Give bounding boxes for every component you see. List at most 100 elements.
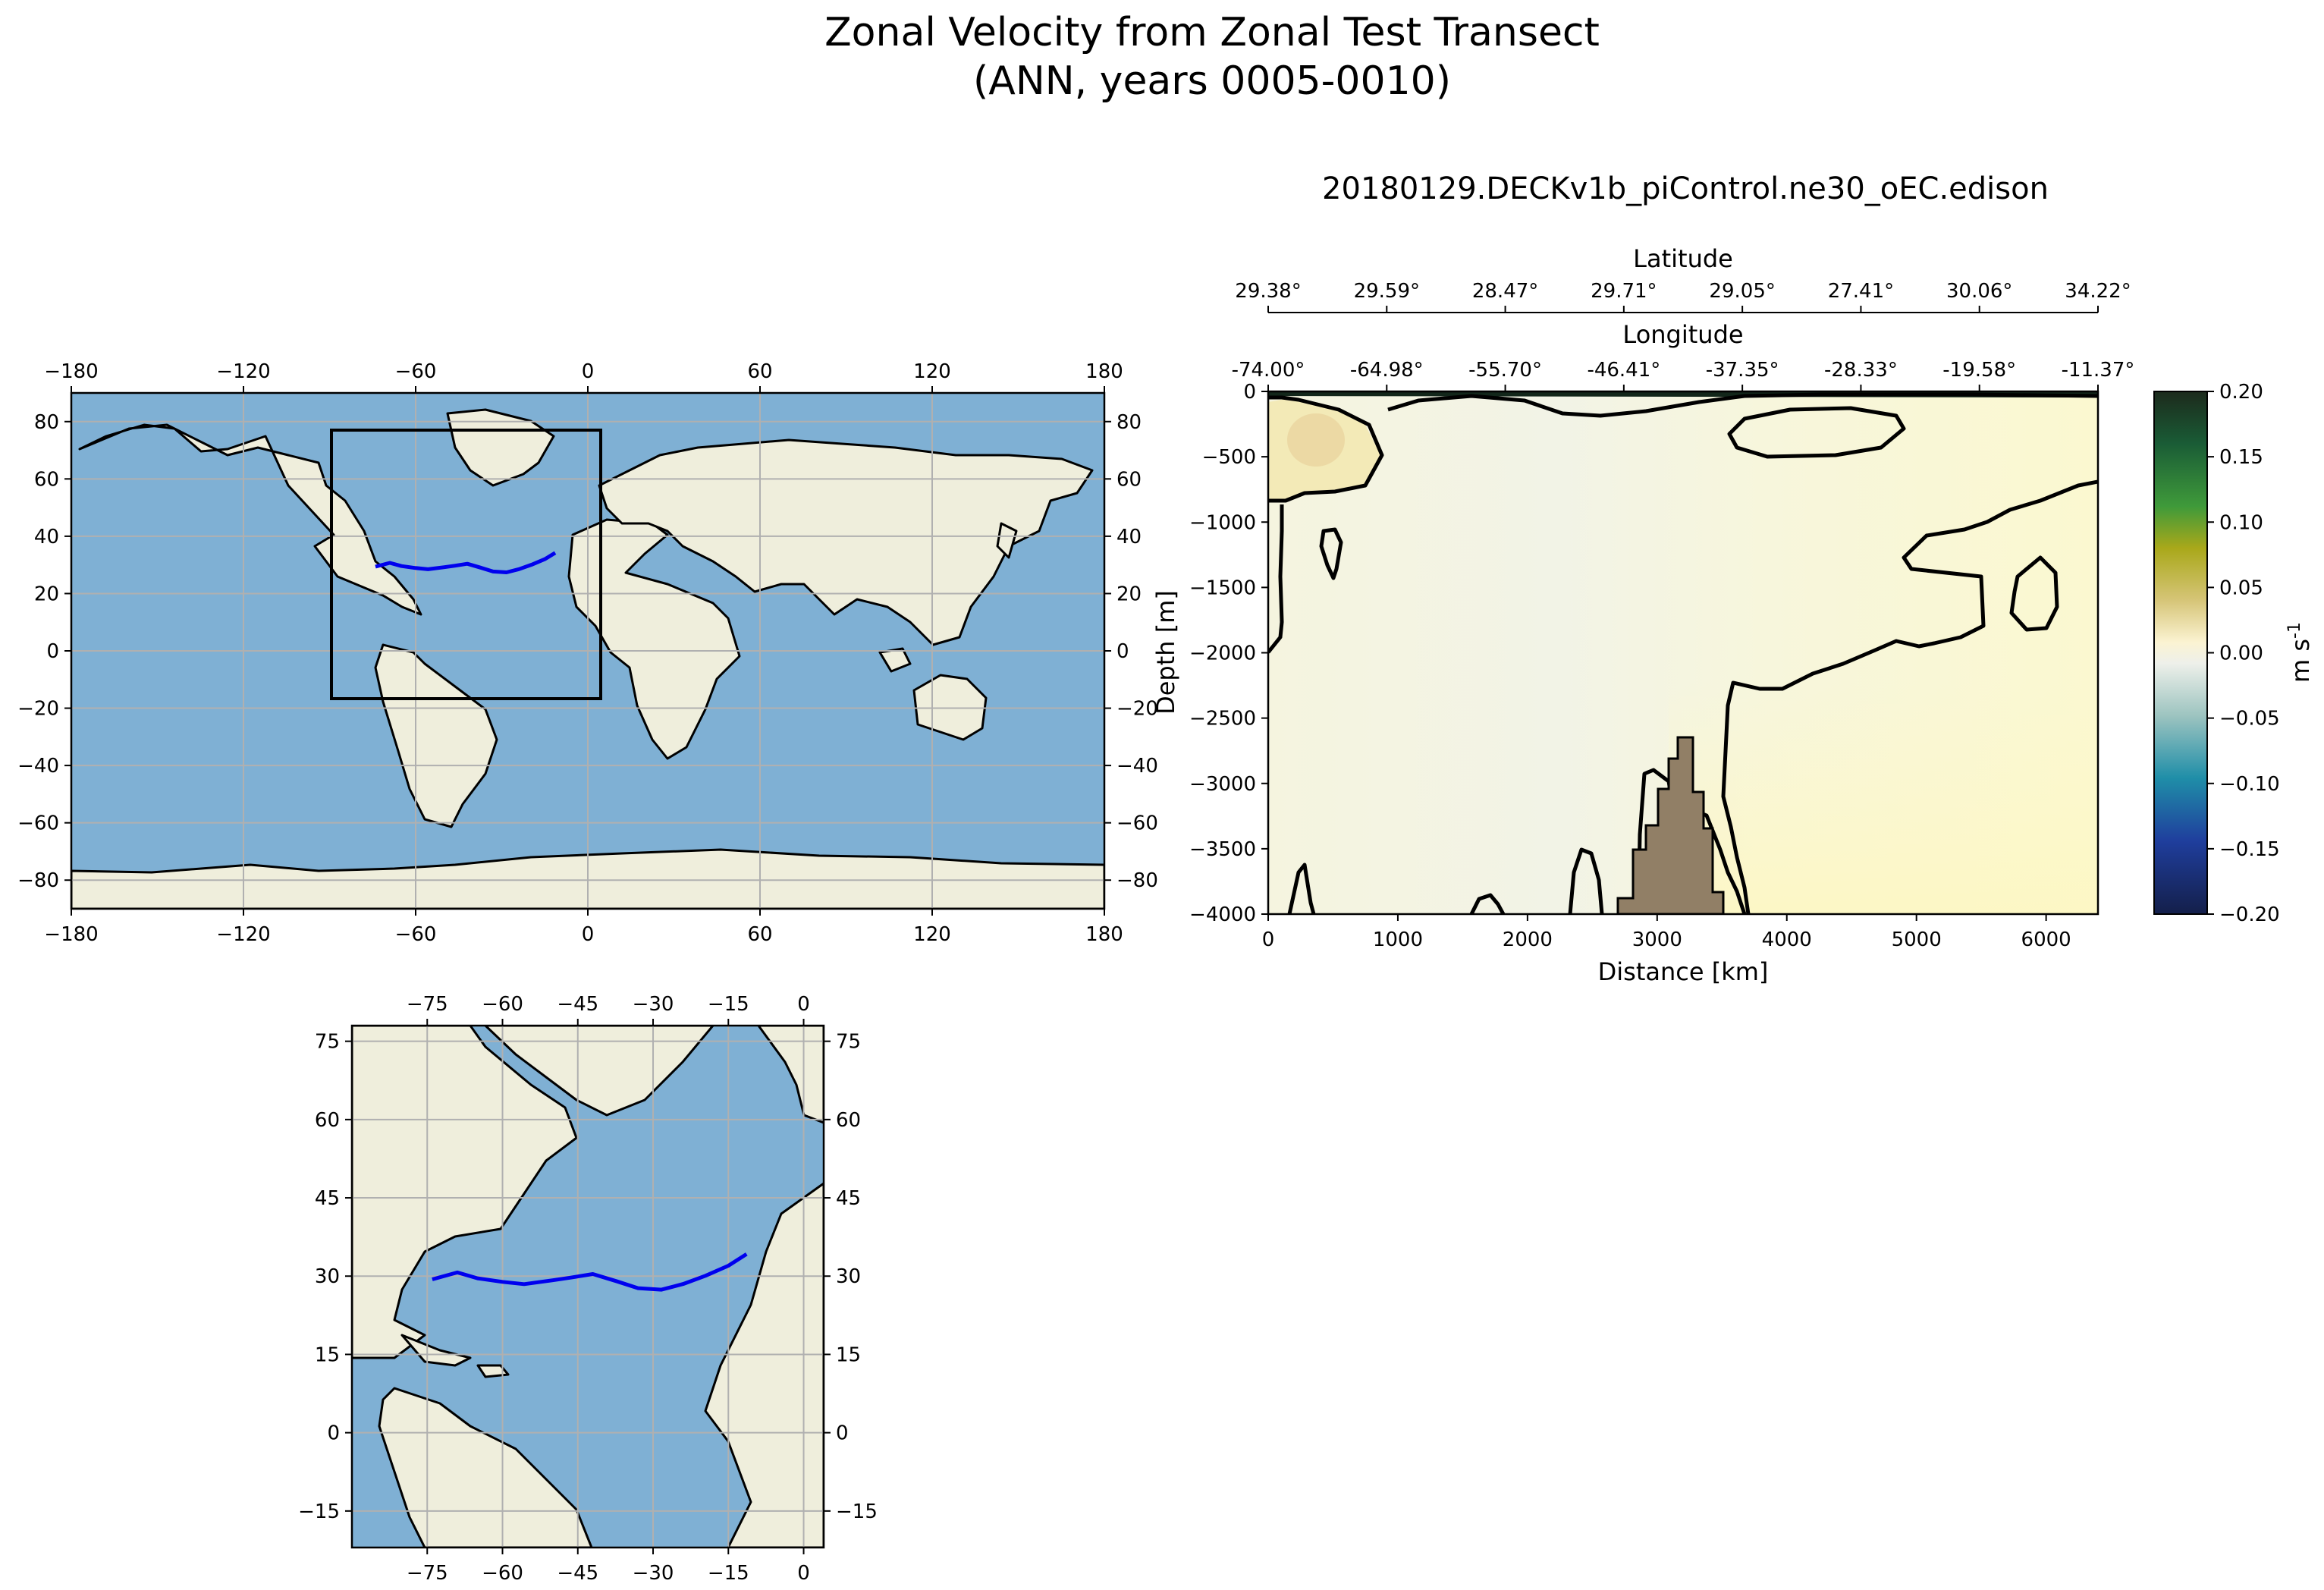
regional-map-xtick-label-top: −45 bbox=[557, 993, 598, 1016]
global-map-ytick-label-left: −40 bbox=[17, 755, 59, 778]
colorbar-gradient bbox=[2153, 391, 2208, 915]
global-map-ytick-label-right: 60 bbox=[1116, 468, 1142, 491]
section-xtick-label: 2000 bbox=[1503, 929, 1553, 951]
regional-map-ytick-label-left: 0 bbox=[327, 1422, 340, 1445]
colorbar-tick-label: −0.20 bbox=[2219, 903, 2280, 926]
colorbar-tick-label: −0.05 bbox=[2219, 708, 2280, 731]
longitude-axis-tick-label: -74.00° bbox=[1232, 359, 1305, 382]
global-map-ticks: −180 −180 −120 −120 −60 −60 0 0 60 60 120 120 180 180… bbox=[17, 360, 1158, 946]
longitude-axis-tick-label: -28.33° bbox=[1824, 359, 1898, 382]
global-map-xtick-label-top: −60 bbox=[395, 360, 437, 383]
latitude-axis-tick-label: 34.22° bbox=[2065, 280, 2131, 303]
section-ytick-label: −3000 bbox=[1189, 773, 1256, 796]
global-map-ytick-label-left: −20 bbox=[17, 698, 59, 721]
regional-map-ytick-label-left: 60 bbox=[315, 1109, 340, 1132]
section-positive-core-west bbox=[1287, 413, 1345, 467]
global-map-xtick-label-top: −120 bbox=[216, 360, 270, 383]
section-ytick-label: −3500 bbox=[1189, 838, 1256, 861]
section-ytick-label: 0 bbox=[1243, 381, 1256, 404]
latitude-axis-tick-label: 29.59° bbox=[1354, 280, 1420, 303]
regional-map-xtick-label-top: −30 bbox=[633, 993, 674, 1016]
global-map-xtick-label-bottom: 60 bbox=[747, 923, 772, 946]
global-transect-line bbox=[375, 551, 557, 574]
section-contour-bottom-a bbox=[1287, 863, 1316, 914]
global-map: −180 −180 −120 −120 −60 −60 0 0 60 60 120 120 180 180… bbox=[17, 360, 1158, 946]
run-title: 20180129.DECKv1b_piControl.ne30_oEC.edis… bbox=[1322, 171, 2049, 206]
regional-map-ytick-label-right: 75 bbox=[836, 1031, 861, 1054]
regional-map-ytick-label-right: 45 bbox=[836, 1187, 861, 1210]
colorbar: 0.20 0.15 0.10 0.05 0.00 −0.05 −0.10 −0.15 −0.20… bbox=[2153, 381, 2315, 926]
global-map-xtick-label-bottom: 0 bbox=[582, 923, 595, 946]
section-contour-surface bbox=[1387, 392, 2098, 418]
latitude-axis-tick-label: 29.05° bbox=[1709, 280, 1775, 303]
global-map-ytick-label-right: 40 bbox=[1116, 526, 1142, 548]
section-ytick-label: −2500 bbox=[1189, 708, 1256, 731]
regional-map-ytick-label-right: 30 bbox=[836, 1265, 861, 1288]
regional-map-ytick-label-left: 30 bbox=[315, 1265, 340, 1288]
colorbar-tick-label: −0.15 bbox=[2219, 838, 2280, 861]
regional-map-xtick-label-bottom: −45 bbox=[557, 1562, 598, 1585]
section-xtick-label: 1000 bbox=[1373, 929, 1423, 951]
section-xtick-label: 5000 bbox=[1892, 929, 1942, 951]
section-ytick-label: −500 bbox=[1202, 446, 1256, 469]
global-map-ytick-label-left: 60 bbox=[34, 468, 59, 491]
regional-map-xtick-label-bottom: −15 bbox=[708, 1562, 749, 1585]
regional-map-ytick-label-right: −15 bbox=[836, 1500, 878, 1523]
regional-map-xtick-label-top: −15 bbox=[708, 993, 749, 1016]
global-map-xtick-label-top: 60 bbox=[747, 360, 772, 383]
global-map-ytick-label-left: −60 bbox=[17, 812, 59, 835]
section-contour-small-1 bbox=[1319, 527, 1343, 580]
section-xtick-label: 6000 bbox=[2021, 929, 2071, 951]
regional-map-xtick-label-top: 0 bbox=[797, 993, 810, 1016]
global-map-ytick-label-right: −80 bbox=[1116, 869, 1158, 892]
regional-map-ytick-label-left: −15 bbox=[298, 1500, 340, 1523]
regional-map-ytick-label-right: 0 bbox=[836, 1422, 849, 1445]
global-map-ytick-label-right: −40 bbox=[1116, 755, 1158, 778]
section-ytick-label: −2000 bbox=[1189, 643, 1256, 665]
global-map-ytick-label-left: −80 bbox=[17, 869, 59, 892]
latitude-axis: 29.38° 29.59° 28.47° 29.71° 29.05° 27.41° 30.0… bbox=[1235, 280, 2131, 313]
latitude-axis-label: Latitude bbox=[1633, 244, 1733, 273]
section-contour-main bbox=[1721, 479, 2098, 914]
section-ytick-label: −4000 bbox=[1189, 903, 1256, 926]
global-map-ytick-label-left: 80 bbox=[34, 411, 59, 434]
figure-title-line2: (ANN, years 0005-0010) bbox=[973, 58, 1451, 104]
section-xtick-label: 4000 bbox=[1762, 929, 1812, 951]
global-map-xtick-label-top: 120 bbox=[913, 360, 951, 383]
regional-map-xtick-label-top: −60 bbox=[482, 993, 523, 1016]
global-map-xtick-label-bottom: −60 bbox=[395, 923, 437, 946]
colorbar-label: m s-1 bbox=[2285, 622, 2315, 683]
latitude-axis-tick-label: 30.06° bbox=[1946, 280, 2012, 303]
global-map-ytick-label-right: 0 bbox=[1116, 640, 1129, 663]
global-map-ytick-label-left: 40 bbox=[34, 526, 59, 548]
global-map-xtick-label-top: −180 bbox=[44, 360, 98, 383]
global-map-xtick-label-bottom: 180 bbox=[1085, 923, 1123, 946]
latitude-axis-tick-label: 28.47° bbox=[1472, 280, 1538, 303]
section-contour-bottom-b bbox=[1469, 893, 1506, 914]
section-contour-ridge bbox=[1568, 847, 1604, 914]
regional-map-xtick-label-bottom: −30 bbox=[633, 1562, 674, 1585]
colorbar-tick-label: −0.10 bbox=[2219, 773, 2280, 796]
regional-map-xtick-label-bottom: −75 bbox=[407, 1562, 448, 1585]
colorbar-label-unit: m s bbox=[2286, 639, 2315, 683]
longitude-axis-tick-label: -37.35° bbox=[1706, 359, 1779, 382]
longitude-axis-tick-label: -55.70° bbox=[1468, 359, 1542, 382]
regional-map: −75 −75 −60 −60 −45 −45 −30 −30 −15 −15 0 0 −15 −15 0 0… bbox=[298, 993, 878, 1585]
colorbar-ticks: 0.20 0.15 0.10 0.05 0.00 −0.05 −0.10 −0.15 −0.20 bbox=[2207, 381, 2280, 926]
section-ytick-label: −1500 bbox=[1189, 577, 1256, 599]
global-map-ytick-label-right: 80 bbox=[1116, 411, 1142, 434]
section-contour-small-2 bbox=[2009, 555, 2059, 632]
section-ylabel: Depth [m] bbox=[1151, 590, 1180, 715]
colorbar-tick-label: 0.10 bbox=[2219, 511, 2263, 534]
section-xtick-label: 3000 bbox=[1632, 929, 1682, 951]
latitude-axis-tick-label: 29.38° bbox=[1235, 280, 1301, 303]
section-ticks: 0 1000 2000 3000 4000 5000 6000 0 −500 −1000 −1500… bbox=[1189, 381, 2071, 951]
global-map-ytick-label-left: 0 bbox=[46, 640, 59, 663]
global-map-xtick-label-bottom: −180 bbox=[44, 923, 98, 946]
global-map-xtick-label-bottom: 120 bbox=[913, 923, 951, 946]
longitude-axis: -74.00° -64.98° -55.70° -46.41° -37.35° -28.3… bbox=[1232, 359, 2134, 392]
section-bathymetry bbox=[1616, 736, 1725, 914]
global-map-ytick-label-right: −20 bbox=[1116, 698, 1158, 721]
regional-transect-line bbox=[432, 1252, 748, 1292]
